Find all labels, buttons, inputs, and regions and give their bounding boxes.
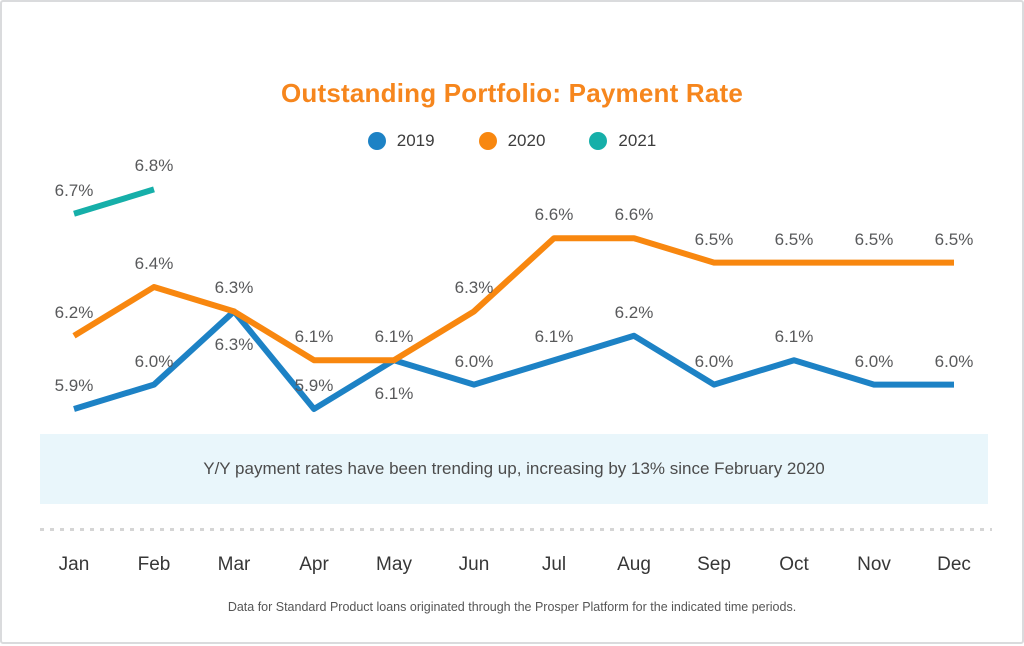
legend-swatch-2021-icon xyxy=(589,132,607,150)
data-label-2019-jun: 6.0% xyxy=(455,352,494,372)
chart-title: Outstanding Portfolio: Payment Rate xyxy=(2,78,1022,109)
series-line-2019 xyxy=(74,311,954,409)
data-label-2019-dec: 6.0% xyxy=(935,352,974,372)
legend-item-2020: 2020 xyxy=(479,131,546,151)
data-label-2020-nov: 6.5% xyxy=(855,230,894,250)
x-tick-jun: Jun xyxy=(434,554,514,576)
data-label-2019-mar: 6.3% xyxy=(215,335,254,355)
data-label-2020-dec: 6.5% xyxy=(935,230,974,250)
x-tick-mar: Mar xyxy=(194,554,274,576)
x-tick-aug: Aug xyxy=(594,554,674,576)
data-label-2020-mar: 6.3% xyxy=(215,278,254,298)
data-label-2019-aug: 6.2% xyxy=(615,303,654,323)
data-label-2019-nov: 6.0% xyxy=(855,352,894,372)
chart-legend: 2019 2020 2021 xyxy=(2,131,1022,151)
data-label-2019-may: 6.1% xyxy=(375,384,414,404)
legend-label-2021: 2021 xyxy=(618,131,656,151)
data-label-2020-aug: 6.6% xyxy=(615,205,654,225)
data-label-2020-sep: 6.5% xyxy=(695,230,734,250)
data-label-2021-feb: 6.8% xyxy=(135,156,174,176)
data-label-2020-feb: 6.4% xyxy=(135,254,174,274)
legend-item-2019: 2019 xyxy=(368,131,435,151)
x-tick-feb: Feb xyxy=(114,554,194,576)
legend-swatch-2020-icon xyxy=(479,132,497,150)
x-tick-jul: Jul xyxy=(514,554,594,576)
data-label-2020-jun: 6.3% xyxy=(455,278,494,298)
legend-item-2021: 2021 xyxy=(589,131,656,151)
data-label-2020-may: 6.1% xyxy=(375,327,414,347)
annotation-banner: Y/Y payment rates have been trending up,… xyxy=(40,434,988,504)
x-tick-jan: Jan xyxy=(34,554,114,576)
x-tick-sep: Sep xyxy=(674,554,754,576)
data-label-2019-feb: 6.0% xyxy=(135,352,174,372)
x-tick-nov: Nov xyxy=(834,554,914,576)
series-line-2020 xyxy=(74,238,954,360)
data-label-2019-jul: 6.1% xyxy=(535,327,574,347)
data-label-2019-oct: 6.1% xyxy=(775,327,814,347)
data-label-2020-apr: 6.1% xyxy=(295,327,334,347)
data-label-2020-jan: 6.2% xyxy=(55,303,94,323)
axis-divider-dashed-line xyxy=(40,528,992,531)
x-tick-dec: Dec xyxy=(914,554,994,576)
series-line-2021 xyxy=(74,189,154,213)
annotation-text: Y/Y payment rates have been trending up,… xyxy=(203,459,825,479)
x-tick-oct: Oct xyxy=(754,554,834,576)
legend-label-2020: 2020 xyxy=(508,131,546,151)
data-label-2021-jan: 6.7% xyxy=(55,181,94,201)
x-tick-may: May xyxy=(354,554,434,576)
data-label-2019-apr: 5.9% xyxy=(295,376,334,396)
legend-label-2019: 2019 xyxy=(397,131,435,151)
data-label-2020-oct: 6.5% xyxy=(775,230,814,250)
footnote: Data for Standard Product loans originat… xyxy=(2,600,1022,614)
data-label-2020-jul: 6.6% xyxy=(535,205,574,225)
x-tick-apr: Apr xyxy=(274,554,354,576)
data-label-2019-sep: 6.0% xyxy=(695,352,734,372)
legend-swatch-2019-icon xyxy=(368,132,386,150)
data-label-2019-jan: 5.9% xyxy=(55,376,94,396)
